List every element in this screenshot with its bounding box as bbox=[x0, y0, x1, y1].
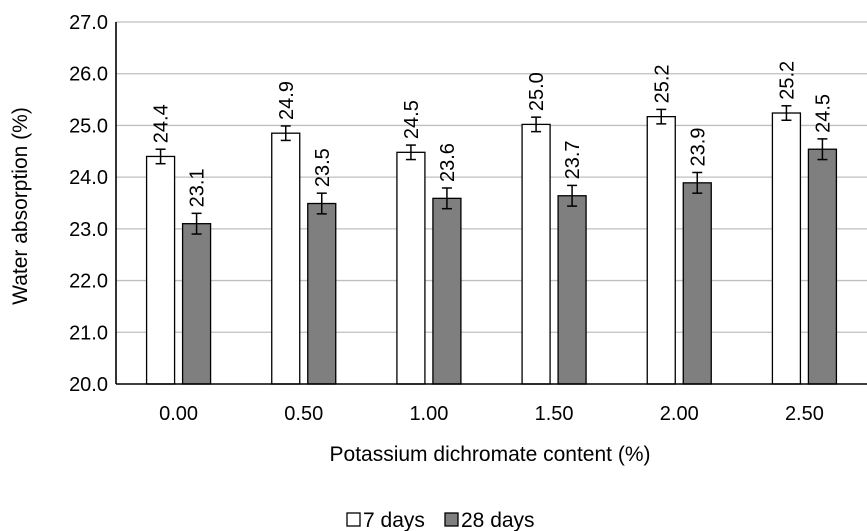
x-tick-label: 2.00 bbox=[660, 403, 699, 425]
x-tick-label: 1.50 bbox=[535, 403, 574, 425]
bar-7-days bbox=[521, 123, 551, 385]
error-bar-7-days bbox=[531, 116, 542, 133]
bar-7-days bbox=[771, 112, 802, 385]
error-bar-7-days bbox=[405, 144, 416, 161]
bar-28-days bbox=[307, 202, 337, 385]
bar-28-days bbox=[682, 182, 712, 385]
data-label-7-days: 24.9 bbox=[276, 81, 298, 120]
data-label-28-days: 23.1 bbox=[187, 168, 209, 207]
y-tick-label: 27.0 bbox=[69, 12, 108, 34]
bar-28-days bbox=[807, 148, 838, 385]
bar-28-days bbox=[432, 197, 462, 385]
y-tick-label: 21.0 bbox=[69, 322, 108, 344]
bar-7-days bbox=[396, 151, 426, 385]
y-tick-label: 25.0 bbox=[69, 115, 108, 137]
axes: 20.0 21.0 22.0 23.0 24.0 25.0 26.0 27.0 0.00 0.50… bbox=[69, 12, 867, 425]
data-label-7-days: 24.4 bbox=[151, 104, 173, 143]
bars bbox=[145, 105, 838, 385]
error-bar-28-days bbox=[567, 184, 578, 207]
error-bar-7-days bbox=[781, 105, 792, 122]
data-label-28-days: 23.7 bbox=[562, 140, 584, 179]
error-bar-28-days bbox=[817, 138, 828, 161]
legend-label-7-days: 7 days bbox=[363, 509, 425, 531]
error-bar-28-days bbox=[441, 187, 452, 210]
data-label-7-days: 24.5 bbox=[401, 100, 423, 139]
bar-7-days bbox=[145, 155, 176, 385]
legend: 7 days 28 days bbox=[346, 509, 535, 531]
x-tick-label: 0.00 bbox=[159, 403, 198, 425]
legend-swatch-7-days bbox=[346, 512, 361, 527]
data-label-28-days: 23.9 bbox=[687, 128, 709, 167]
y-tick-label: 23.0 bbox=[69, 219, 108, 241]
data-label-7-days: 25.0 bbox=[526, 72, 548, 111]
data-label-28-days: 23.5 bbox=[312, 148, 334, 187]
error-bar-28-days bbox=[692, 171, 703, 194]
error-bar-28-days bbox=[316, 192, 327, 215]
legend-label-28-days: 28 days bbox=[461, 509, 535, 531]
bar-28-days bbox=[181, 223, 212, 385]
x-axis-title: Potassium dichromate content (%) bbox=[330, 443, 651, 466]
legend-swatch-28-days bbox=[444, 512, 459, 527]
data-label-28-days: 24.5 bbox=[812, 94, 834, 133]
x-tick-label: 0.50 bbox=[284, 403, 323, 425]
y-tick-label: 26.0 bbox=[69, 64, 108, 86]
error-bar-28-days bbox=[191, 212, 202, 235]
y-tick-label: 20.0 bbox=[69, 374, 108, 396]
gridlines bbox=[116, 21, 867, 333]
x-tick-label: 1.00 bbox=[409, 403, 448, 425]
bar-28-days bbox=[557, 195, 587, 385]
y-axis-title: Water absorption (%) bbox=[9, 107, 32, 305]
data-label-7-days: 25.2 bbox=[776, 61, 798, 100]
error-bar-7-days bbox=[656, 108, 667, 125]
error-bar-7-days bbox=[155, 148, 166, 165]
data-label-7-days: 25.2 bbox=[651, 64, 673, 103]
x-tick-label: 2.50 bbox=[785, 403, 824, 425]
bar-7-days bbox=[646, 115, 676, 385]
y-tick-label: 22.0 bbox=[69, 271, 108, 293]
data-labels: 24.4 24.9 24.5 25.0 25.2 25.2 23.1 23.5 23.6 23.7… bbox=[151, 61, 835, 208]
bar-7-days bbox=[271, 132, 301, 385]
error-bar-7-days bbox=[280, 125, 291, 142]
data-label-28-days: 23.6 bbox=[437, 143, 459, 182]
y-tick-label: 24.0 bbox=[69, 167, 108, 189]
